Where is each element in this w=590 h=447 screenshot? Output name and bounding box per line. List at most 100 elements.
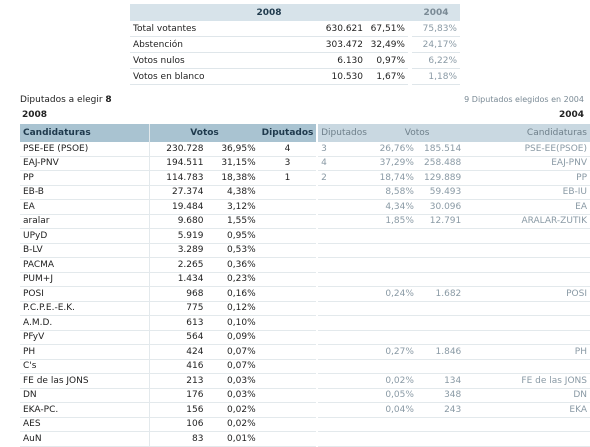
- party-old-name: [464, 315, 590, 331]
- table-row: PSE-EE (PSOE) 230.728 36,95% 4 3 26,76% 185.51…: [20, 142, 590, 157]
- party-old-percent: 18,74%: [369, 170, 417, 186]
- party-old-percent: 4,34%: [369, 199, 417, 215]
- party-percent: 0,01%: [206, 431, 259, 447]
- party-percent: 0,23%: [206, 272, 259, 287]
- party-diputados: [258, 373, 317, 389]
- party-votes: 1.434: [149, 272, 207, 287]
- party-old-percent: 0,04%: [369, 402, 417, 418]
- party-name: EB-B: [20, 185, 151, 200]
- diputados-a-elegir: Diputados a elegir 8: [20, 95, 112, 105]
- party-votes: 83: [149, 431, 207, 447]
- party-diputados: 4: [258, 142, 317, 157]
- party-old-votes: 129.889: [416, 170, 465, 186]
- party-old-diputados: [318, 228, 370, 244]
- party-diputados: [258, 301, 317, 316]
- party-percent: 0,53%: [206, 243, 259, 258]
- party-percent: 18,38%: [206, 170, 259, 186]
- party-old-diputados: [318, 402, 370, 418]
- party-old-diputados: [318, 243, 370, 258]
- party-percent: 0,10%: [206, 315, 259, 331]
- party-name: POSI: [20, 286, 151, 302]
- party-diputados: 3: [258, 156, 317, 171]
- party-name: PUM+J: [20, 272, 151, 287]
- party-old-name: [464, 417, 590, 432]
- party-old-name: [464, 272, 590, 287]
- party-old-diputados: [318, 257, 370, 273]
- party-old-name: [464, 228, 590, 244]
- party-old-name: PP: [464, 170, 590, 186]
- party-old-diputados: [318, 301, 370, 316]
- party-old-percent: 1,85%: [369, 214, 417, 229]
- party-old-diputados: [318, 373, 370, 389]
- party-old-diputados: 4: [318, 156, 370, 171]
- party-old-votes: [416, 359, 465, 374]
- party-name: aralar: [20, 214, 151, 229]
- header-diputados: Diputados: [258, 124, 317, 142]
- party-percent: 0,07%: [206, 359, 259, 374]
- table-row: PACMA 2.265 0,36%: [20, 257, 590, 273]
- party-old-percent: [369, 257, 417, 273]
- party-percent: 0,36%: [206, 257, 259, 273]
- party-old-votes: [416, 228, 465, 244]
- party-name: B-LV: [20, 243, 151, 258]
- party-old-percent: [369, 243, 417, 258]
- party-percent: 0,03%: [206, 388, 259, 403]
- summary-old-percent: 24,17%: [412, 36, 460, 53]
- table-row: FE de las JONS 213 0,03% 0,02% 134 FE de las …: [20, 373, 590, 389]
- party-votes: 194.511: [149, 156, 207, 171]
- party-old-name: [464, 330, 590, 345]
- party-percent: 0,02%: [206, 402, 259, 418]
- party-old-votes: [416, 315, 465, 331]
- summary-row: Votos nulos 6.130 0,97% 6,22%: [130, 52, 460, 69]
- party-old-name: [464, 301, 590, 316]
- party-percent: 0,03%: [206, 373, 259, 389]
- party-old-name: PH: [464, 344, 590, 360]
- party-old-diputados: [318, 417, 370, 432]
- party-votes: 9.680: [149, 214, 207, 229]
- summary-percent: 32,49%: [366, 36, 408, 53]
- party-votes: 968: [149, 286, 207, 302]
- party-diputados: [258, 286, 317, 302]
- table-row: P.C.P.E.-E.K. 775 0,12%: [20, 301, 590, 316]
- party-percent: 36,95%: [206, 142, 259, 157]
- party-old-name: ARALAR-ZUTIK: [464, 214, 590, 229]
- summary-year-old: 2004: [412, 4, 460, 21]
- table-row: A.M.D. 613 0,10%: [20, 315, 590, 331]
- diputados-value: 8: [105, 95, 112, 105]
- summary-percent: 0,97%: [366, 52, 408, 69]
- party-name: PACMA: [20, 257, 151, 273]
- party-diputados: [258, 388, 317, 403]
- party-name: FE de las JONS: [20, 373, 151, 389]
- party-old-votes: 243: [416, 402, 465, 418]
- party-name: PFyV: [20, 330, 151, 345]
- party-diputados: [258, 330, 317, 345]
- party-percent: 3,12%: [206, 199, 259, 215]
- results-header: Candidaturas Votos Diputados Diputados V…: [20, 124, 590, 142]
- party-diputados: [258, 315, 317, 331]
- party-diputados: [258, 199, 317, 215]
- party-old-votes: 258.488: [416, 156, 465, 171]
- table-row: AuN 83 0,01%: [20, 431, 590, 447]
- party-old-diputados: [318, 185, 370, 200]
- party-old-diputados: [318, 272, 370, 287]
- party-votes: 2.265: [149, 257, 207, 273]
- party-percent: 1,55%: [206, 214, 259, 229]
- header-votos: Votos: [149, 124, 259, 142]
- table-row: aralar 9.680 1,55% 1,85% 12.791 ARALAR-ZUTIK: [20, 214, 590, 229]
- party-old-votes: [416, 417, 465, 432]
- party-diputados: [258, 272, 317, 287]
- party-old-percent: [369, 417, 417, 432]
- party-old-name: EKA: [464, 402, 590, 418]
- party-name: PH: [20, 344, 151, 360]
- party-old-percent: [369, 359, 417, 374]
- party-old-percent: [369, 330, 417, 345]
- party-old-votes: 134: [416, 373, 465, 389]
- summary-label: Total votantes: [130, 21, 306, 37]
- party-old-votes: 185.514: [416, 142, 465, 157]
- party-diputados: [258, 402, 317, 418]
- table-row: EB-B 27.374 4,38% 8,58% 59.493 EB-IU: [20, 185, 590, 200]
- party-percent: 0,07%: [206, 344, 259, 360]
- summary-table: 2008 2004 Total votantes 630.621 67,51% 75,…: [130, 4, 460, 85]
- party-old-diputados: [318, 199, 370, 215]
- party-diputados: [258, 359, 317, 374]
